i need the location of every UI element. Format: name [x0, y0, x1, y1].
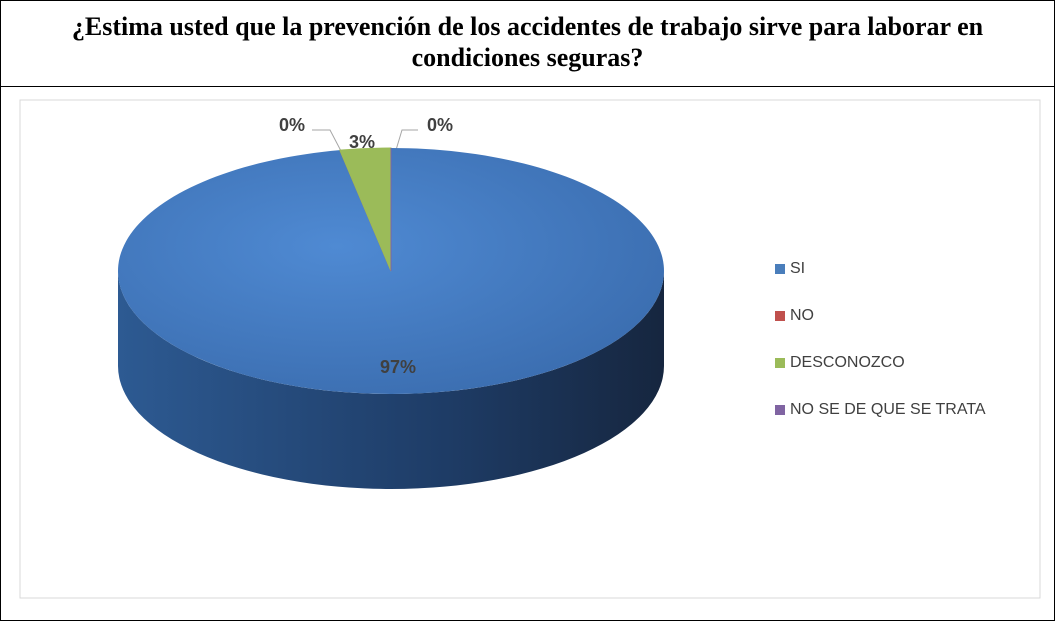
legend-swatch	[775, 264, 785, 274]
chart-title: ¿Estima usted que la prevención de los a…	[1, 1, 1054, 87]
data-label: 0%	[279, 115, 305, 135]
legend-label: NO SE DE QUE SE TRATA	[790, 401, 986, 418]
legend-swatch	[775, 358, 785, 368]
pie-side	[118, 271, 664, 489]
legend-label: DESCONOZCO	[790, 354, 905, 371]
legend-label: SI	[790, 260, 805, 277]
data-label: 0%	[427, 115, 453, 135]
plot-frame	[19, 99, 1041, 599]
data-label: 3%	[349, 132, 375, 152]
data-label: 97%	[380, 357, 416, 377]
legend-swatch	[775, 311, 785, 321]
legend-label: NO	[790, 307, 814, 324]
legend-swatch	[775, 405, 785, 415]
